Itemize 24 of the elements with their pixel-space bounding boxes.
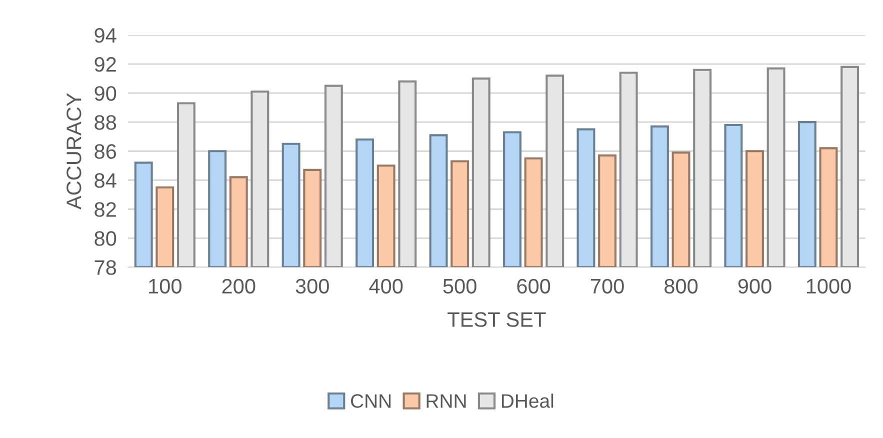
x-tick-label: 200: [222, 278, 256, 294]
y-axis-title: ACCURACY: [66, 93, 82, 210]
x-tick-label: 1000: [806, 278, 851, 294]
x-tick-label: 400: [369, 278, 403, 294]
x-tick-label: 700: [590, 278, 624, 294]
x-tick-label: 500: [443, 278, 476, 294]
y-tick-label: 88: [94, 115, 116, 130]
legend-label: DHeal: [502, 394, 554, 408]
x-tick-label: 900: [738, 278, 772, 294]
y-tick-label: 90: [94, 86, 116, 101]
y-tick-label: 92: [94, 57, 116, 72]
y-tick-label: 94: [94, 28, 116, 43]
x-tick-label: 300: [296, 278, 329, 294]
y-tick-label: 82: [94, 202, 116, 217]
y-tick-label: 80: [94, 231, 116, 246]
legend-label: CNN: [350, 394, 391, 408]
x-tick-label: 600: [517, 278, 550, 294]
y-tick-label: 86: [94, 144, 116, 159]
y-tick-label: 78: [94, 260, 116, 275]
legend-label: RNN: [426, 394, 466, 408]
x-tick-label: 800: [664, 278, 698, 294]
x-tick-label: 100: [149, 278, 182, 294]
x-axis-title: TEST SET: [448, 312, 546, 327]
y-tick-label: 84: [94, 173, 116, 188]
